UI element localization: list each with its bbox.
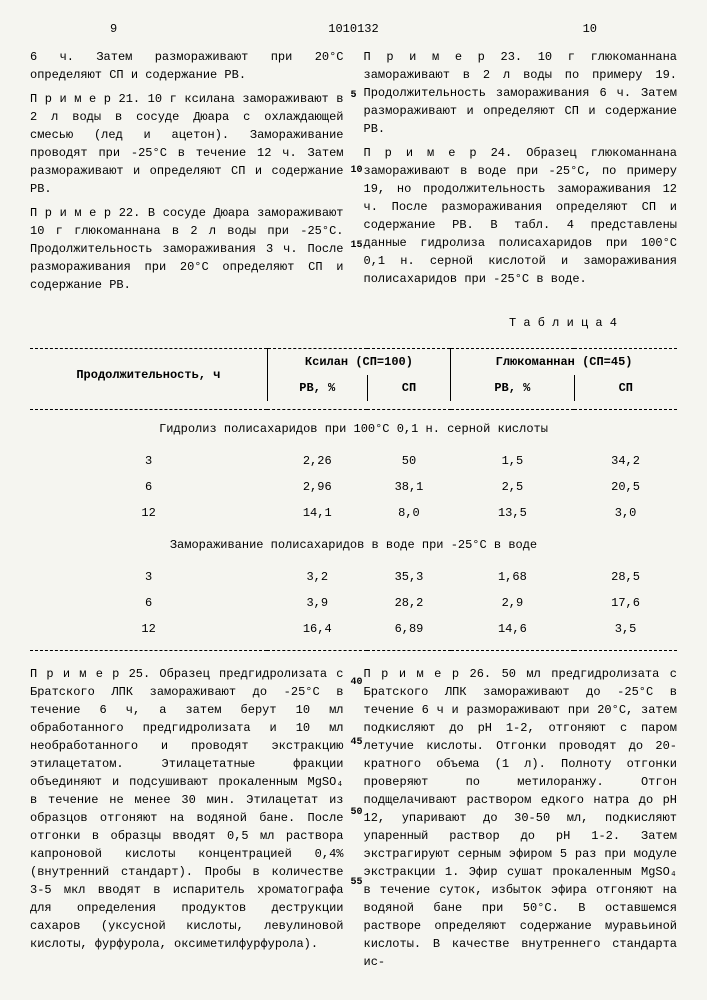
line-marker: 55 bbox=[351, 875, 363, 890]
cell: 16,4 bbox=[267, 616, 367, 642]
cell: 20,5 bbox=[574, 474, 677, 500]
line-marker: 10 bbox=[351, 163, 363, 178]
cell: 8,0 bbox=[367, 500, 450, 526]
cell: 2,9 bbox=[451, 590, 574, 616]
data-table: Продолжи­тельность, ч Ксилан (СП=100) Гл… bbox=[30, 340, 677, 651]
table-row: 3 3,2 35,3 1,68 28,5 bbox=[30, 564, 677, 590]
cell: 6,89 bbox=[367, 616, 450, 642]
paragraph: П р и м е р 21. 10 г ксилана замораживаю… bbox=[30, 90, 344, 198]
document-id: 1010132 bbox=[328, 20, 378, 38]
col-subheader: РВ, % bbox=[451, 375, 574, 401]
cell: 3 bbox=[30, 448, 267, 474]
paragraph: 6 ч. Затем размораживают при 20°С опреде… bbox=[30, 48, 344, 84]
paragraph: П р и м е р 23. 10 г глюкоманнана замора… bbox=[364, 48, 678, 138]
cell: 3,0 bbox=[574, 500, 677, 526]
cell: 3,5 bbox=[574, 616, 677, 642]
cell: 12 bbox=[30, 616, 267, 642]
cell: 50 bbox=[367, 448, 450, 474]
cell: 3,9 bbox=[267, 590, 367, 616]
section-label: Замораживание полисахаридов в воде при -… bbox=[30, 526, 677, 564]
upper-right-column: П р и м е р 23. 10 г глюкоманнана замора… bbox=[364, 48, 678, 300]
cell: 38,1 bbox=[367, 474, 450, 500]
col-subheader: СП bbox=[574, 375, 677, 401]
cell: 17,6 bbox=[574, 590, 677, 616]
col-header-duration: Продолжи­тельность, ч bbox=[30, 349, 267, 402]
page-num-right: 10 bbox=[583, 20, 597, 38]
line-marker: 45 bbox=[351, 735, 363, 750]
cell: 14,6 bbox=[451, 616, 574, 642]
paragraph: П р и м е р 26. 50 мл предгидролизата с … bbox=[364, 665, 678, 971]
table-section-row: Замораживание полисахаридов в воде при -… bbox=[30, 526, 677, 564]
col-header-glucomannan: Глюкоманнан (СП=45) bbox=[451, 349, 677, 376]
table-divider-row bbox=[30, 642, 677, 651]
page-num-left: 9 bbox=[110, 20, 117, 38]
table-divider-row bbox=[30, 340, 677, 349]
cell: 28,2 bbox=[367, 590, 450, 616]
table-header-row: Продолжи­тельность, ч Ксилан (СП=100) Гл… bbox=[30, 349, 677, 376]
table-row: 12 14,1 8,0 13,5 3,0 bbox=[30, 500, 677, 526]
page-header: 9 1010132 10 bbox=[30, 20, 677, 38]
cell: 14,1 bbox=[267, 500, 367, 526]
lower-right-column: П р и м е р 26. 50 мл предгидролизата с … bbox=[364, 665, 678, 977]
table-row: 3 2,26 50 1,5 34,2 bbox=[30, 448, 677, 474]
cell: 1,5 bbox=[451, 448, 574, 474]
cell: 6 bbox=[30, 474, 267, 500]
cell: 35,3 bbox=[367, 564, 450, 590]
cell: 6 bbox=[30, 590, 267, 616]
paragraph: П р и м е р 22. В сосуде Дюара заморажив… bbox=[30, 204, 344, 294]
upper-left-column: 6 ч. Затем размораживают при 20°С опреде… bbox=[30, 48, 344, 300]
cell: 34,2 bbox=[574, 448, 677, 474]
col-subheader: РВ, % bbox=[267, 375, 367, 401]
paragraph: П р и м е р 24. Образец глюкоманнана зам… bbox=[364, 144, 678, 288]
cell: 3,2 bbox=[267, 564, 367, 590]
lower-text-block: П р и м е р 25. Образец предгидролизата … bbox=[30, 665, 677, 977]
table-title: Т а б л и ц а 4 bbox=[30, 314, 617, 332]
cell: 3 bbox=[30, 564, 267, 590]
col-subheader: СП bbox=[367, 375, 450, 401]
table-row: 6 2,96 38,1 2,5 20,5 bbox=[30, 474, 677, 500]
line-marker: 50 bbox=[351, 805, 363, 820]
cell: 12 bbox=[30, 500, 267, 526]
section-label: Гидролиз полисахаридов при 100°С 0,1 н. … bbox=[30, 410, 677, 449]
cell: 2,26 bbox=[267, 448, 367, 474]
col-header-xylan: Ксилан (СП=100) bbox=[267, 349, 450, 376]
cell: 13,5 bbox=[451, 500, 574, 526]
cell: 1,68 bbox=[451, 564, 574, 590]
table-section-row: Гидролиз полисахаридов при 100°С 0,1 н. … bbox=[30, 410, 677, 449]
table-row: 12 16,4 6,89 14,6 3,5 bbox=[30, 616, 677, 642]
paragraph: П р и м е р 25. Образец предгидролизата … bbox=[30, 665, 344, 953]
line-marker: 15 bbox=[351, 238, 363, 253]
cell: 2,5 bbox=[451, 474, 574, 500]
table-divider-row bbox=[30, 401, 677, 410]
upper-text-block: 6 ч. Затем размораживают при 20°С опреде… bbox=[30, 48, 677, 300]
cell: 2,96 bbox=[267, 474, 367, 500]
table-row: 6 3,9 28,2 2,9 17,6 bbox=[30, 590, 677, 616]
cell: 28,5 bbox=[574, 564, 677, 590]
line-marker: 40 bbox=[351, 675, 363, 690]
lower-left-column: П р и м е р 25. Образец предгидролизата … bbox=[30, 665, 344, 977]
line-marker: 5 bbox=[351, 88, 357, 103]
